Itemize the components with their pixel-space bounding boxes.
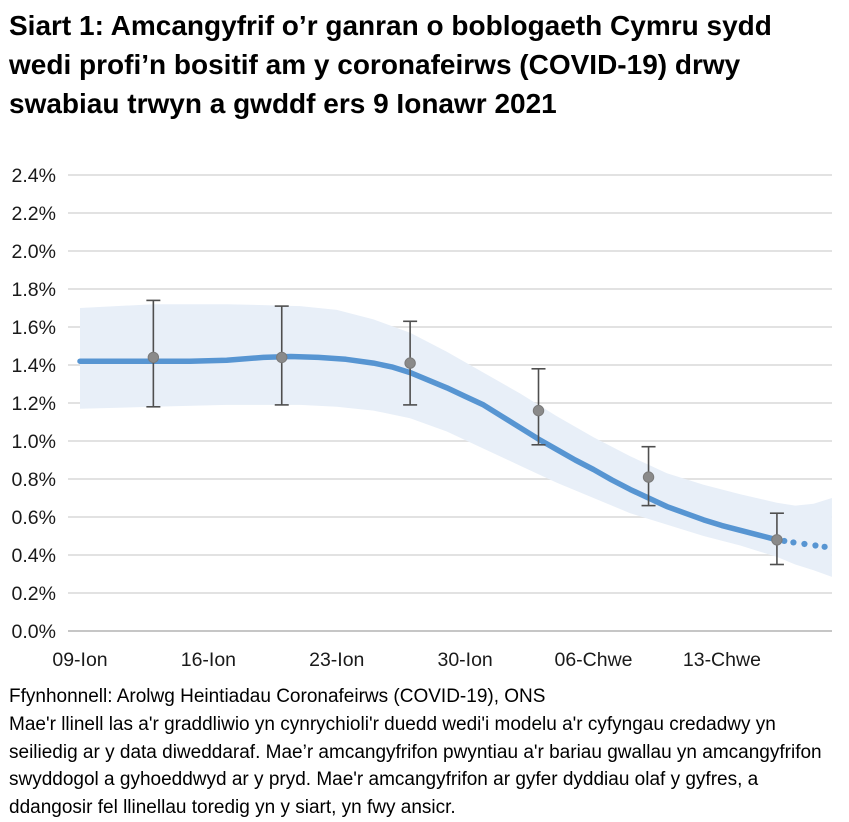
trend-line-dotted-dot <box>801 540 808 548</box>
x-tick-label: 06-Chwe <box>554 649 632 671</box>
y-tick-label: 1.2% <box>12 393 56 415</box>
trend-line-dotted-dot <box>781 537 788 545</box>
x-tick-label: 23-Ion <box>309 649 364 671</box>
y-tick-label: 1.4% <box>12 355 56 377</box>
source-text: Ffynhonnell: Arolwg Heintiadau Coronafei… <box>9 686 546 707</box>
point-estimate <box>771 534 783 546</box>
y-tick-label: 0.4% <box>12 545 56 567</box>
trend-line-dotted-dot <box>821 543 828 550</box>
trend-line-dotted-dot <box>812 542 819 549</box>
x-tick-label: 30-Ion <box>437 649 492 671</box>
y-tick-label: 2.0% <box>12 241 56 263</box>
trend-line <box>77 353 780 543</box>
y-tick-label: 0.2% <box>12 583 56 605</box>
x-tick-label: 13-Chwe <box>683 649 761 671</box>
trend-line-dotted-dot <box>790 539 797 546</box>
point-estimate <box>532 404 545 417</box>
x-tick-label: 09-Ion <box>52 649 107 671</box>
y-tick-label: 1.8% <box>12 279 56 301</box>
y-tick-label: 2.2% <box>12 203 56 225</box>
x-tick-label: 16-Ion <box>181 649 236 671</box>
y-tick-label: 0.0% <box>12 621 56 643</box>
y-tick-label: 1.0% <box>12 431 56 453</box>
y-tick-label: 0.6% <box>12 507 56 529</box>
point-estimate <box>404 357 416 369</box>
note-text: Mae'r llinell las a'r graddliwio yn cynr… <box>9 714 822 818</box>
chart-title: Siart 1: Amcangyfrif o’r ganran o boblog… <box>9 10 772 119</box>
point-estimate <box>642 471 655 483</box>
y-tick-label: 1.6% <box>12 317 56 339</box>
point-estimate <box>147 351 160 364</box>
credible-interval-band <box>80 304 832 577</box>
point-estimate <box>276 351 288 364</box>
y-tick-label: 0.8% <box>12 469 56 491</box>
y-tick-label: 2.4% <box>12 165 56 187</box>
